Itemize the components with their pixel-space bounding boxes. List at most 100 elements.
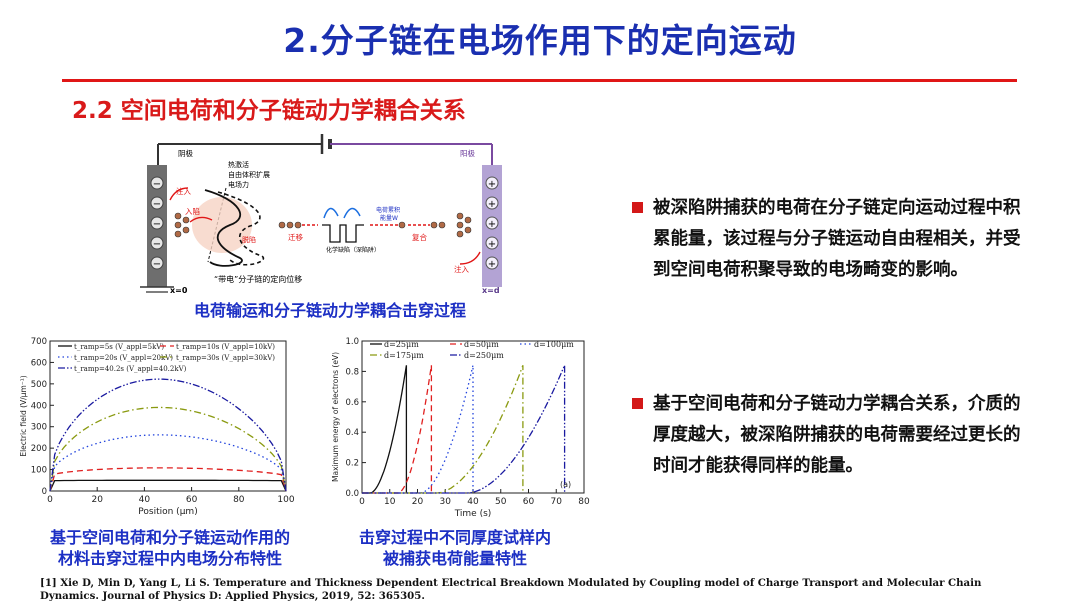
svg-text:+: + (488, 179, 496, 190)
trap-out-label: 脱陷 (242, 235, 256, 244)
bullet-marker (632, 398, 643, 409)
series-line (362, 365, 524, 494)
series-line (362, 365, 566, 494)
plot-frame (49, 340, 287, 492)
note-thermal: 热激活 (228, 160, 249, 169)
charge-accum-label: 电荷累积 (376, 206, 400, 214)
svg-text:−: − (153, 179, 161, 190)
plot-frame (361, 340, 585, 494)
bulk-charges (174, 212, 472, 238)
cathode-label: 阴极 (178, 148, 193, 158)
chart-a-caption-line-1: 基于空间电荷和分子链运动作用的 (49, 528, 290, 547)
legend-label: d=25μm (384, 340, 419, 349)
note-field-force: 电场力 (228, 180, 249, 189)
x-axis-label: Position (μm) (138, 507, 197, 517)
section-subtitle: 2.2 空间电荷和分子链动力学耦合关系 (72, 98, 466, 124)
x-tick-label: 0 (359, 497, 365, 507)
x-tick-label: 40 (139, 495, 151, 505)
y-tick-label: 0.8 (345, 367, 359, 377)
x-tick-label: 20 (91, 495, 103, 505)
legend-label: t_ramp=5s (V_appl=5kV) (74, 343, 164, 351)
y-tick-label: 300 (31, 423, 47, 433)
x-tick-label: 0 (47, 495, 53, 505)
y-tick-label: 200 (31, 444, 47, 454)
recombine-label: 复合 (412, 232, 427, 242)
y-tick-label: 0 (42, 487, 47, 497)
svg-text:−: − (153, 199, 161, 210)
y-tick-label: 700 (31, 337, 47, 347)
title-divider (62, 79, 1017, 82)
y-tick-label: 500 (31, 380, 47, 390)
legend-label: d=100μm (534, 340, 574, 349)
y-tick-label: 0.0 (345, 489, 359, 499)
svg-text:+: + (488, 219, 496, 230)
bullet-2: 基于空间电荷和分子链动力学耦合关系，介质的厚度越大，被深陷阱捕获的电荷需要经过更… (632, 389, 1032, 482)
legend-label: t_ramp=40.2s (V_appl=40.2kV) (74, 365, 187, 373)
bullet-marker (632, 202, 643, 213)
chart-b-caption-line-1: 击穿过程中不同厚度试样内 (358, 528, 551, 547)
svg-text:+: + (488, 259, 496, 270)
svg-text:−: − (153, 259, 161, 270)
note-free-volume: 自由体积扩展 (228, 170, 270, 179)
y-tick-label: 1.0 (345, 337, 359, 347)
svg-text:+: + (488, 199, 496, 210)
legend-label: t_ramp=30s (V_appl=30kV) (176, 354, 275, 362)
series-line (49, 406, 287, 492)
schematic-caption: 电荷输运和分子链动力学耦合击穿过程 (193, 301, 466, 320)
bullet-2-text: 基于空间电荷和分子链动力学耦合关系，介质的厚度越大，被深陷阱捕获的电荷需要经过更… (653, 394, 1021, 476)
trap-in-label: 入陷 (185, 206, 200, 216)
bullet-1: 被深陷阱捕获的电荷在分子链定向运动过程中积累能量，该过程与分子链运动自由程相关，… (632, 193, 1032, 286)
schematic-figure: − − − − − + + + + + 阴极 阳极 x=0 x=d 热激活 自由… (140, 134, 502, 295)
chart-b-caption-line-2: 被捕获电荷能量特性 (382, 549, 527, 568)
xd-label: x=d (482, 286, 500, 295)
series-line (362, 365, 433, 494)
chart-electron-energy: 0 10 20 30 40 50 60 70 80 0.0 0.2 0.4 0.6 0.8 1.0 Time … (331, 337, 590, 519)
x-tick-label: 70 (551, 497, 563, 507)
chart-a-caption-line-2: 材料击穿过程中内电场分布特性 (57, 549, 282, 568)
y-tick-label: 0.2 (345, 459, 359, 469)
x-tick-label: 80 (578, 497, 590, 507)
x-tick-label: 10 (384, 497, 396, 507)
chart-electric-field: 0 20 40 60 80 100 0 100 200 300 400 500 600 700 Positi… (19, 337, 295, 517)
anode-label: 阳极 (460, 148, 475, 158)
chart-b-caption: 击穿过程中不同厚度试样内 被捕获电荷能量特性 (320, 527, 590, 569)
series-line (49, 479, 287, 492)
y-tick-label: 400 (31, 401, 47, 411)
anode-charges: + + + + + (485, 176, 499, 270)
series-line (362, 365, 408, 494)
x-tick-label: 80 (233, 495, 245, 505)
x-tick-label: 100 (277, 495, 294, 505)
series-line (362, 365, 474, 494)
series-line (49, 378, 287, 492)
x-tick-label: 20 (412, 497, 424, 507)
svg-text:−: − (153, 219, 161, 230)
cathode-charges: − − − − − (150, 176, 164, 270)
y-tick-label: 0.6 (345, 398, 359, 408)
legend-label: t_ramp=10s (V_appl=10kV) (176, 343, 275, 351)
inject-left-label: 注入 (176, 186, 191, 196)
x-tick-label: 50 (495, 497, 507, 507)
y-axis-label: Maximum energy of electrons (eV) (331, 352, 340, 482)
y-axis-label: Electric field (V/μm⁻¹) (19, 375, 28, 456)
x-tick-label: 30 (440, 497, 452, 507)
panel-annotation: (a) (560, 480, 571, 489)
x0-label: x=0 (170, 286, 188, 295)
legend-label: d=250μm (464, 351, 504, 360)
slide-title: 2.分子链在电场作用下的定向运动 (283, 21, 797, 60)
svg-text:−: − (153, 239, 161, 250)
y-tick-label: 600 (31, 358, 47, 368)
x-tick-label: 60 (186, 495, 198, 505)
x-axis-label: Time (s) (454, 509, 492, 519)
chem-trap-label: 化学缺陷（深陷阱） (326, 246, 380, 254)
legend-label: d=175μm (384, 351, 424, 360)
y-tick-label: 100 (31, 466, 47, 476)
drift-label: 迁移 (288, 232, 303, 242)
x-tick-label: 60 (523, 497, 535, 507)
reference-citation: [1] Xie D, Min D, Yang L, Li S. Temperat… (40, 577, 982, 602)
x-tick-label: 40 (467, 497, 479, 507)
chart-a-caption: 基于空间电荷和分子链运动作用的 材料击穿过程中内电场分布特性 (20, 527, 320, 569)
y-tick-label: 0.4 (345, 428, 359, 438)
series-line (49, 467, 287, 492)
svg-text:+: + (488, 239, 496, 250)
legend-label: d=50μm (464, 340, 499, 349)
